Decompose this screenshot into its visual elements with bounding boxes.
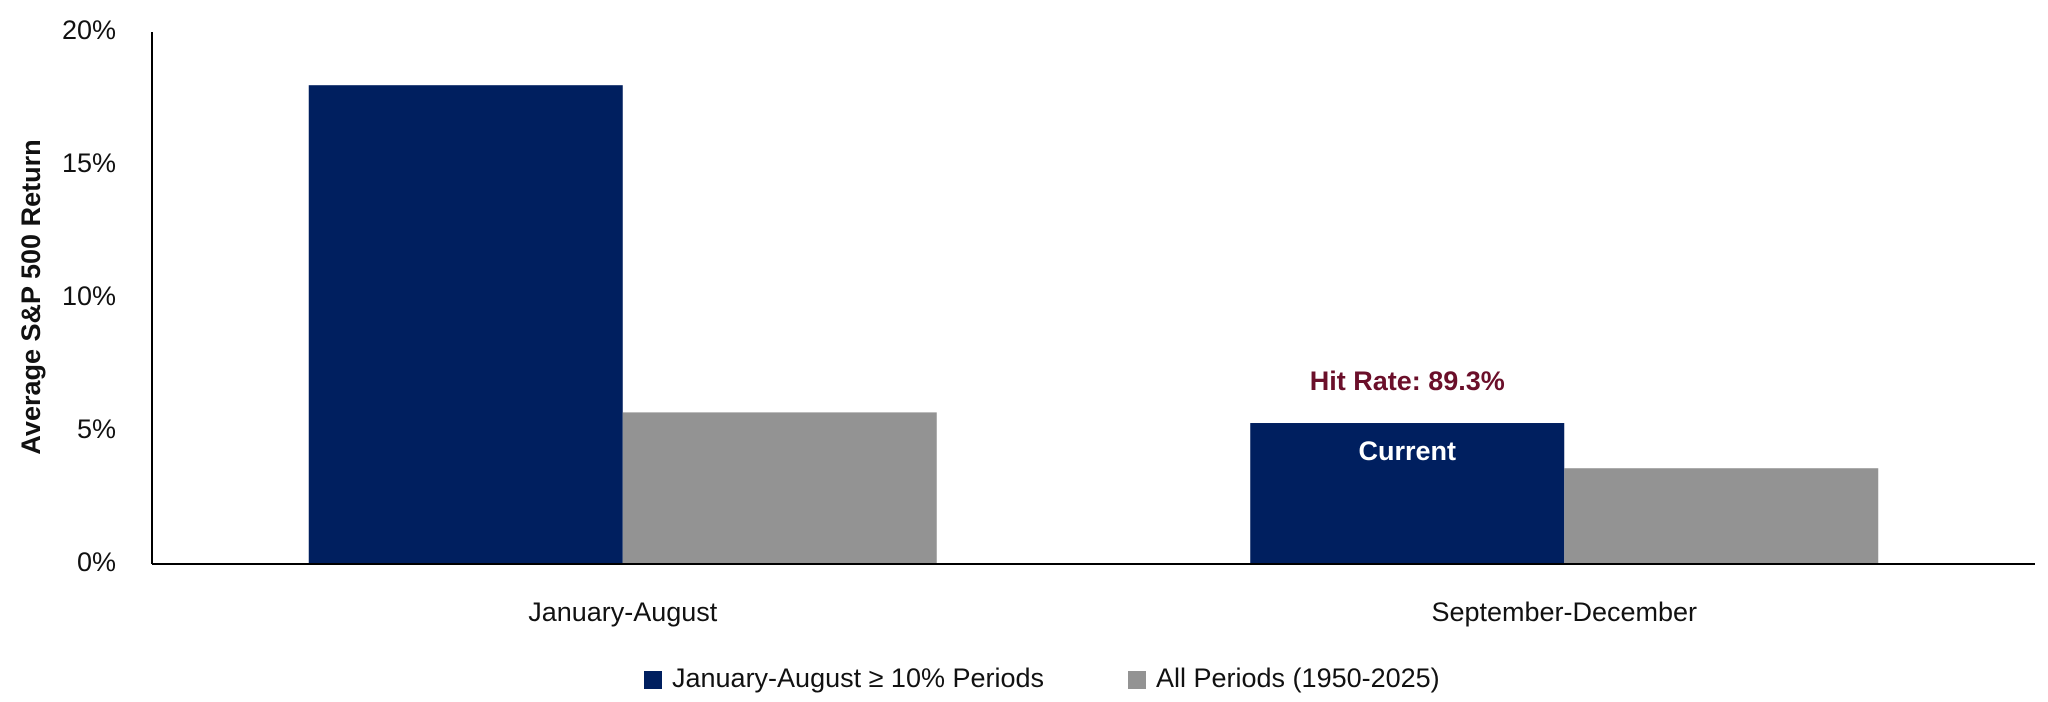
legend-swatch	[1128, 671, 1146, 689]
legend-swatch	[644, 671, 662, 689]
bar	[308, 85, 623, 564]
y-axis-title: Average S&P 500 Return	[16, 139, 46, 454]
legend-label: All Periods (1950-2025)	[1156, 663, 1440, 693]
y-tick-label: 5%	[77, 414, 116, 444]
bar	[1564, 468, 1879, 564]
legend-label: January-August ≥ 10% Periods	[672, 663, 1044, 693]
y-tick-label: 0%	[77, 547, 116, 577]
bar	[1250, 423, 1565, 564]
bar	[622, 412, 937, 564]
y-tick-label: 15%	[62, 148, 116, 178]
x-tick-label: September-December	[1431, 597, 1697, 627]
y-tick-label: 10%	[62, 281, 116, 311]
x-tick-label: January-August	[528, 597, 718, 627]
annotation: Hit Rate: 89.3%	[1310, 366, 1505, 396]
y-tick-label: 20%	[62, 15, 116, 45]
annotation: Current	[1358, 436, 1456, 466]
